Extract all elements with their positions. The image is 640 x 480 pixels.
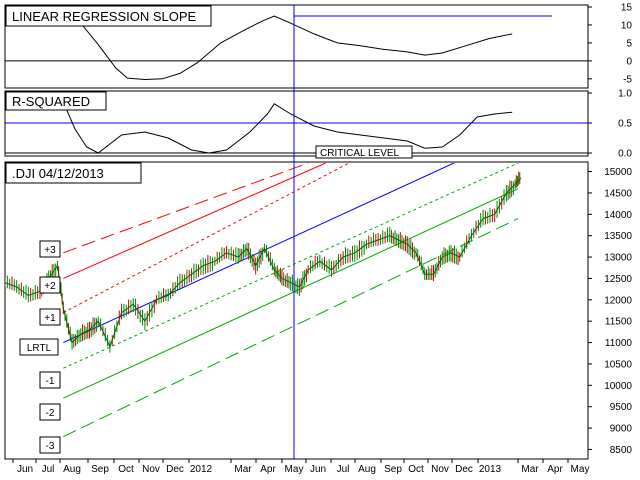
price-ytick-label: 15000 — [604, 167, 632, 178]
price-xtick-label: Oct — [408, 464, 424, 475]
price-ytick-label: 11500 — [605, 317, 633, 328]
band-label: +3 — [44, 245, 56, 256]
price-xtick-label: 2012 — [190, 464, 213, 475]
price-xtick-label: Mar — [234, 464, 252, 475]
price-ytick-label: 8500 — [610, 445, 633, 456]
price-xtick-label: Mar — [521, 464, 539, 475]
price-ytick-label: 12500 — [604, 274, 632, 285]
price-close-line — [5, 177, 522, 349]
slope-ytick-label: 5 — [626, 38, 632, 49]
band-label-box — [39, 276, 61, 294]
band-label-box — [39, 403, 61, 421]
price-panel-title: .DJI 04/12/2013 — [12, 166, 104, 181]
price-xtick-label: Jun — [17, 464, 33, 475]
band-label: +1 — [44, 313, 56, 324]
price-xtick-label: May — [285, 464, 304, 475]
price-ytick-label: 14000 — [604, 210, 632, 221]
rsq-panel: 1.0 0.5 0.0 — [5, 89, 632, 160]
critical-level-label: CRITICAL LEVEL — [320, 148, 400, 159]
band-label: +2 — [44, 281, 56, 292]
price-xtick-label: May — [571, 464, 590, 475]
price-xtick-label: Jun — [310, 464, 326, 475]
channel-line-plus3 — [63, 163, 309, 254]
price-xtick-label: Jul — [42, 464, 55, 475]
rsq-title-box — [5, 91, 107, 111]
rsq-ytick-label: 1.0 — [618, 89, 632, 100]
slope-ytick-label: 10 — [621, 20, 633, 31]
rsq-series-line — [62, 101, 513, 154]
price-panel: 15000 14500 14000 13500 13000 12500 12000 11500… — [5, 163, 632, 475]
band-label: -3 — [46, 441, 55, 452]
slope-ytick-label: -5 — [623, 74, 632, 85]
rsq-panel-title: R-SQUARED — [12, 94, 90, 109]
price-ytick-label: 9500 — [610, 402, 633, 413]
band-label: -1 — [46, 376, 55, 387]
price-xtick-label: 2013 — [479, 464, 502, 475]
price-xtick-label: Sep — [91, 464, 109, 475]
slope-ytick-label: 15 — [621, 3, 633, 14]
price-xtick-label: Dec — [455, 464, 473, 475]
price-xtick-label: Sep — [384, 464, 402, 475]
critical-level-box — [315, 145, 413, 159]
slope-panel-border — [4, 4, 589, 89]
channel-line-minus2 — [63, 218, 519, 438]
band-label: -2 — [46, 408, 55, 419]
price-panel-border — [4, 161, 589, 460]
rsq-ytick-label: 0.5 — [618, 119, 632, 130]
price-ytick-label: 13500 — [604, 231, 632, 242]
band-label-box — [39, 308, 61, 326]
slope-panel-title: LINEAR REGRESSION SLOPE — [12, 9, 197, 24]
price-xtick-label: Aug — [358, 464, 376, 475]
channel-line-plus2 — [63, 163, 326, 279]
price-xtick-label: Nov — [142, 464, 160, 475]
price-xtick-label: Aug — [63, 464, 81, 475]
band-label-box — [39, 436, 61, 454]
channel-line-plus1 — [63, 163, 350, 314]
price-xtick-label: Oct — [118, 464, 134, 475]
slope-ytick-label: 0 — [626, 56, 632, 67]
price-ytick-label: 14500 — [604, 188, 632, 199]
price-xtick-label: Dec — [166, 464, 184, 475]
slope-panel: 15 10 5 0 -5 — [5, 3, 633, 85]
price-xtick-label: Jul — [337, 464, 350, 475]
price-title-box — [5, 162, 142, 184]
slope-title-box — [5, 5, 212, 27]
band-label-box — [39, 240, 61, 258]
price-xtick-label: Apr — [547, 464, 563, 475]
price-xtick-label: Nov — [431, 464, 449, 475]
band-label-box — [39, 371, 61, 389]
price-xtick-label: Apr — [260, 464, 276, 475]
price-plot-area — [5, 163, 522, 438]
price-ytick-label: 10000 — [604, 381, 632, 392]
slope-series-line — [62, 8, 513, 81]
band-label: LRTL — [27, 343, 52, 354]
price-ytick-label: 11000 — [605, 338, 633, 349]
channel-line-minus1 — [63, 188, 519, 399]
price-ytick-label: 13000 — [604, 253, 632, 264]
price-ytick-label: 9000 — [610, 424, 633, 435]
channel-line-upperminusgreen — [63, 163, 519, 369]
price-ytick-label: 12000 — [604, 295, 632, 306]
rsq-ytick-label: 0.0 — [618, 149, 632, 160]
price-ytick-label: 10500 — [604, 359, 632, 370]
band-label-box — [19, 338, 59, 356]
